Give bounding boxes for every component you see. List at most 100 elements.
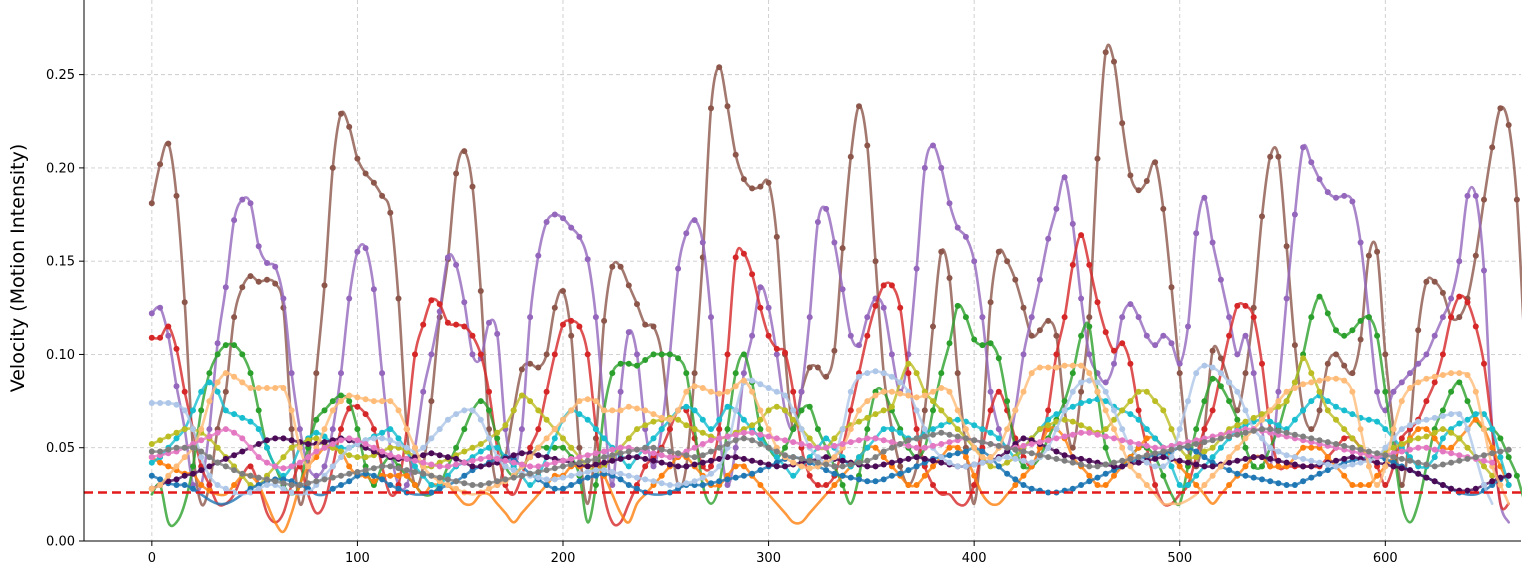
data-point	[255, 485, 262, 492]
data-point	[239, 435, 246, 442]
y-tick-label: 0.20	[46, 161, 75, 176]
data-point	[954, 416, 961, 423]
data-point	[1497, 435, 1504, 442]
data-point	[173, 401, 180, 408]
data-point	[1020, 472, 1027, 479]
data-point	[1102, 398, 1109, 405]
data-point	[354, 469, 361, 475]
data-point	[329, 463, 336, 470]
data-point	[749, 422, 756, 429]
data-point	[584, 457, 591, 464]
axes: 0 100 200 300 400 500 600 0.00 0.05 0.10 0.15 0.20 0…	[46, 0, 1521, 566]
data-point	[387, 472, 394, 479]
data-point	[206, 370, 213, 377]
data-point	[683, 422, 690, 429]
data-point	[938, 248, 945, 255]
data-point	[1185, 323, 1191, 330]
data-point	[1324, 310, 1331, 317]
data-point	[995, 435, 1002, 442]
data-point	[181, 426, 188, 433]
data-point	[856, 342, 862, 349]
data-point	[732, 474, 739, 481]
data-point	[1226, 332, 1233, 339]
y-tick-label: 0.15	[46, 255, 75, 270]
data-point	[1045, 407, 1052, 414]
data-point	[790, 416, 797, 423]
data-point	[1078, 429, 1085, 436]
data-point	[428, 398, 435, 405]
data-point	[568, 224, 575, 231]
data-point	[535, 474, 542, 481]
data-point	[946, 340, 953, 347]
data-point	[1431, 435, 1438, 442]
data-point	[1209, 347, 1216, 354]
data-point	[716, 426, 723, 433]
data-point	[453, 485, 460, 492]
data-point	[716, 478, 723, 485]
data-point	[1143, 452, 1150, 459]
data-point	[1365, 416, 1372, 423]
data-point	[962, 314, 969, 321]
data-point	[1045, 444, 1052, 451]
data-point	[1111, 416, 1117, 423]
data-point	[576, 478, 583, 485]
data-point	[1398, 379, 1405, 386]
data-point	[568, 444, 575, 451]
data-point	[1028, 332, 1035, 339]
data-point	[1111, 435, 1117, 442]
data-point	[625, 329, 632, 336]
data-point	[1489, 144, 1496, 151]
data-point	[1324, 398, 1331, 405]
data-point	[782, 407, 788, 414]
data-point	[247, 273, 254, 280]
data-point	[354, 155, 361, 162]
data-point	[617, 450, 624, 457]
data-point	[461, 480, 468, 487]
data-point	[1291, 342, 1298, 349]
data-point	[1226, 314, 1233, 321]
data-point	[1152, 398, 1159, 405]
data-point	[1489, 472, 1496, 479]
data-point	[379, 370, 386, 377]
data-point	[1152, 444, 1159, 451]
data-point	[1349, 370, 1356, 377]
data-point	[592, 467, 599, 474]
data-point	[765, 407, 772, 414]
data-point	[453, 321, 460, 328]
data-point	[1176, 463, 1183, 470]
data-point	[962, 426, 969, 433]
data-point	[1374, 418, 1381, 425]
data-point	[1201, 194, 1208, 201]
data-point	[806, 465, 813, 472]
data-point	[1382, 444, 1389, 451]
data-point	[1078, 400, 1085, 406]
data-point	[346, 444, 353, 451]
data-point	[609, 457, 616, 464]
data-point	[560, 288, 566, 294]
series-12	[148, 426, 1512, 488]
data-point	[535, 252, 542, 259]
data-point	[708, 426, 714, 433]
data-point	[831, 482, 838, 488]
data-point	[288, 437, 295, 444]
data-point	[239, 196, 246, 203]
data-point	[1456, 258, 1463, 265]
data-point	[222, 455, 229, 462]
data-point	[477, 482, 484, 488]
data-point	[1456, 457, 1463, 464]
data-point	[1472, 454, 1479, 461]
data-point	[1439, 351, 1446, 358]
data-point	[938, 422, 945, 429]
data-point	[1127, 398, 1134, 405]
data-point	[847, 426, 854, 433]
data-point	[806, 442, 813, 449]
data-point	[683, 452, 690, 459]
data-point	[453, 461, 460, 468]
data-point	[1078, 482, 1085, 488]
data-point	[634, 301, 640, 308]
data-point	[1407, 446, 1413, 453]
data-point	[181, 299, 188, 306]
data-point	[987, 388, 994, 395]
data-point	[329, 164, 336, 171]
data-point	[823, 482, 830, 488]
